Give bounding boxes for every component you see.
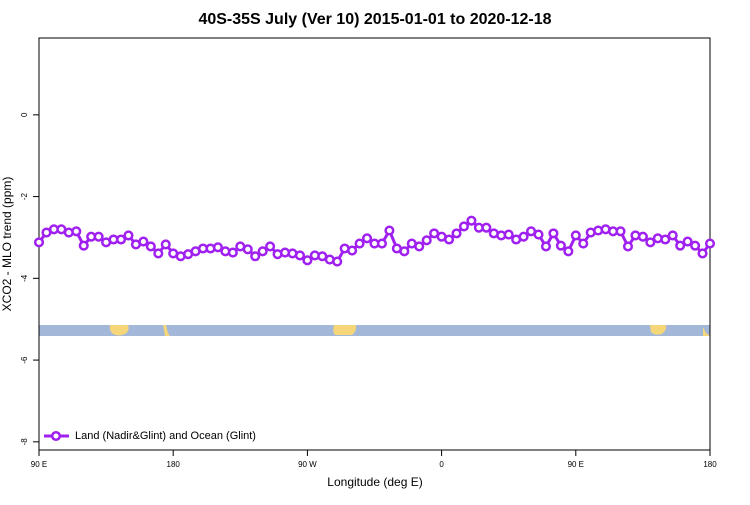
- point: [250, 251, 261, 262]
- point: [399, 246, 410, 257]
- x-tick-label: 90 E: [568, 460, 584, 469]
- point: [361, 233, 373, 244]
- point: [123, 230, 134, 241]
- x-tick-label: 180: [167, 460, 181, 469]
- point: [704, 238, 716, 249]
- y-tick-label: -8: [20, 438, 29, 446]
- point: [93, 231, 104, 242]
- point: [212, 242, 223, 253]
- y-axis-label: XCO2 - MLO trend (ppm): [0, 177, 14, 312]
- land-shape: [650, 325, 667, 335]
- point: [645, 237, 656, 248]
- point: [160, 239, 171, 250]
- point: [115, 234, 127, 245]
- point: [555, 240, 566, 251]
- land-shape: [163, 325, 170, 336]
- point: [548, 228, 559, 239]
- y-tick-label: 0: [20, 112, 29, 117]
- point: [227, 247, 238, 258]
- point: [78, 240, 89, 251]
- point: [533, 229, 544, 240]
- point: [570, 230, 581, 241]
- y-tick-label: -4: [20, 274, 29, 282]
- ocean-strip: [39, 325, 710, 336]
- point: [71, 226, 82, 237]
- point: [145, 241, 156, 252]
- land-shape: [703, 327, 710, 336]
- point: [354, 238, 365, 249]
- point: [563, 246, 574, 257]
- point: [682, 236, 693, 247]
- x-tick-label: 180: [703, 460, 717, 469]
- point: [138, 236, 149, 247]
- legend-label: Land (Nadir&Glint) and Ocean (Glint): [75, 430, 256, 442]
- point: [33, 237, 45, 248]
- point: [697, 248, 708, 259]
- point: [481, 222, 492, 233]
- land-shape: [333, 325, 357, 335]
- point: [384, 225, 395, 236]
- point: [414, 241, 425, 252]
- land-shape: [109, 325, 129, 336]
- point: [518, 231, 529, 242]
- point: [503, 229, 514, 240]
- x-axis-label: Longitude (deg E): [327, 475, 422, 489]
- x-tick-label: 90 W: [298, 460, 317, 469]
- point: [667, 230, 678, 241]
- point: [347, 245, 358, 256]
- point: [622, 241, 634, 252]
- point: [153, 248, 164, 259]
- point: [690, 240, 701, 251]
- chart-title: 40S-35S July (Ver 10) 2015-01-01 to 2020…: [198, 11, 551, 28]
- legend-marker: [50, 430, 62, 442]
- x-tick-label: 90 E: [31, 460, 47, 469]
- point: [302, 255, 313, 266]
- point: [466, 215, 477, 226]
- y-tick-label: -6: [20, 356, 29, 364]
- point: [444, 234, 455, 245]
- point: [578, 238, 589, 249]
- point: [615, 226, 626, 237]
- point: [451, 228, 462, 239]
- point: [421, 235, 432, 246]
- point: [332, 256, 343, 267]
- point: [265, 241, 276, 252]
- point: [376, 238, 388, 249]
- point: [675, 240, 686, 251]
- point: [540, 241, 552, 252]
- x-tick-label: 0: [439, 460, 444, 469]
- point: [458, 221, 470, 232]
- point: [660, 234, 671, 245]
- point: [637, 231, 648, 242]
- y-tick-label: -2: [20, 192, 29, 200]
- point: [242, 244, 253, 255]
- point: [294, 250, 305, 261]
- point: [257, 246, 268, 257]
